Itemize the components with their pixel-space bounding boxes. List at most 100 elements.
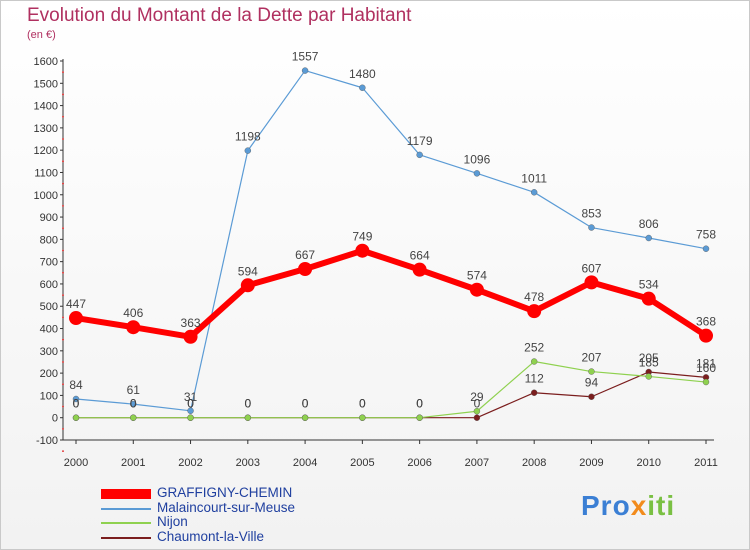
data-label: 0	[416, 397, 423, 411]
y-tick-label: 200	[40, 368, 58, 380]
y-minor-tick	[62, 138, 64, 140]
data-label: 0	[359, 397, 366, 411]
data-point	[301, 414, 309, 421]
y-minor-tick	[62, 271, 64, 274]
data-label: 0	[187, 397, 194, 411]
data-point	[416, 414, 423, 421]
data-label: 1557	[292, 50, 319, 64]
y-tick-label: 1500	[34, 78, 58, 90]
data-label: 0	[130, 397, 137, 411]
data-label: 758	[696, 228, 716, 242]
data-label: 1179	[407, 134, 433, 148]
data-label: 207	[581, 351, 601, 365]
y-minor-tick	[62, 450, 64, 453]
data-label: 0	[474, 397, 481, 411]
data-point	[702, 378, 710, 386]
y-minor-tick	[62, 227, 64, 230]
y-tick-label: 1200	[34, 145, 58, 157]
y-minor-tick	[62, 249, 64, 252]
data-point	[588, 393, 595, 400]
y-minor-tick	[62, 361, 64, 363]
y-minor-tick	[62, 427, 64, 430]
data-point	[244, 414, 252, 421]
data-point	[355, 243, 370, 258]
data-point	[645, 234, 652, 242]
data-point	[359, 84, 366, 91]
data-label: 29	[470, 390, 484, 404]
data-point	[244, 147, 252, 154]
y-tick-label: 400	[40, 324, 58, 336]
y-minor-tick	[62, 182, 64, 185]
data-label: 667	[295, 248, 315, 262]
x-tick-label: 2007	[465, 457, 489, 469]
y-tick-label: 600	[40, 279, 58, 291]
y-tick-label: 500	[40, 301, 58, 313]
data-label: 0	[244, 397, 251, 411]
data-point	[301, 67, 309, 74]
data-label: 0	[244, 397, 251, 411]
data-point	[530, 358, 538, 365]
data-label: 1480	[349, 67, 376, 81]
x-tick-label: 2011	[694, 457, 718, 469]
data-point	[412, 262, 427, 277]
data-label: 447	[66, 297, 86, 311]
data-label: 94	[585, 376, 599, 390]
data-label: 1011	[521, 171, 547, 185]
data-label: 61	[127, 383, 141, 397]
y-tick-label: 900	[40, 212, 58, 224]
y-tick-label: 700	[40, 257, 58, 269]
data-point	[530, 389, 538, 396]
data-point	[527, 304, 542, 319]
data-point	[298, 262, 313, 277]
y-tick-label: 1300	[34, 123, 58, 135]
data-label: 1096	[464, 152, 491, 166]
data-point	[588, 224, 595, 231]
data-point	[645, 373, 652, 380]
data-label: 0	[302, 397, 309, 411]
data-label: 368	[696, 315, 716, 329]
data-label: 664	[410, 249, 430, 263]
data-point	[359, 414, 366, 421]
y-tick-label: 1600	[34, 56, 58, 68]
y-minor-tick	[62, 115, 64, 118]
data-point	[584, 275, 599, 290]
data-point	[72, 414, 80, 421]
data-label: 1198	[235, 130, 261, 144]
data-point	[240, 278, 255, 293]
data-label: 749	[352, 230, 372, 244]
legend-swatch	[101, 536, 151, 539]
y-minor-tick	[62, 405, 64, 408]
y-tick-label: 0	[52, 413, 58, 425]
data-label: 84	[69, 378, 83, 392]
x-tick-label: 2004	[293, 457, 317, 469]
proxiti-logo: Proxiti	[581, 490, 676, 521]
legend-swatch	[101, 489, 151, 499]
y-tick-label: 1000	[34, 190, 58, 202]
data-point	[126, 320, 141, 335]
data-point	[187, 407, 194, 414]
data-point	[473, 408, 481, 415]
data-label: 806	[639, 217, 659, 231]
data-point	[187, 414, 194, 421]
data-point	[416, 151, 423, 159]
x-tick-label: 2002	[178, 457, 202, 469]
x-tick-label: 2006	[407, 457, 431, 469]
x-tick-label: 2009	[579, 457, 603, 469]
data-label: 0	[416, 397, 423, 411]
x-tick-label: 2005	[350, 457, 374, 469]
data-label: 31	[184, 390, 198, 404]
y-minor-tick	[62, 93, 64, 96]
x-tick-label: 2001	[121, 457, 145, 469]
series-line-1	[75, 69, 707, 412]
legend-label: Chaumont-la-Ville	[157, 528, 265, 544]
data-label: 0	[302, 397, 309, 411]
data-label: 205	[639, 351, 659, 365]
series-line-2	[76, 360, 707, 419]
series-line-0	[75, 247, 708, 340]
data-label: 0	[130, 397, 137, 411]
y-minor-tick	[62, 71, 64, 74]
data-point	[702, 245, 710, 252]
data-point	[588, 368, 595, 375]
data-label: 0	[73, 397, 80, 411]
